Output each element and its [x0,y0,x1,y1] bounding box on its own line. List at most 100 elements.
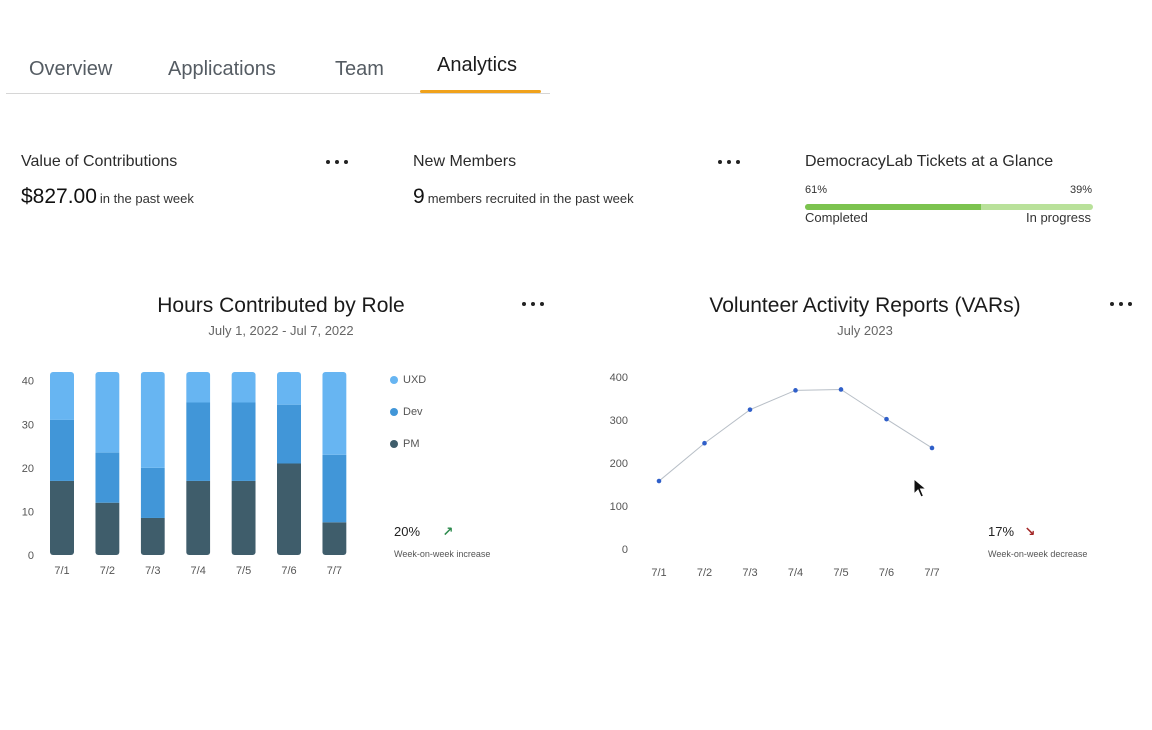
var-stat-value: 17% [988,524,1015,539]
bar-segment-dev [231,402,256,481]
var-data-point [929,445,935,451]
legend-item-uxd: UXD [390,374,426,386]
members-card: New Members 9 members recruited in the pa… [396,128,778,240]
legend-dot-uxd [390,376,398,384]
contributions-value: $827.00 [21,185,97,208]
bar-stack [50,372,74,555]
x-tick-label: 7/3 [145,565,160,577]
members-suffix: members recruited in the past week [427,191,634,206]
tab-team[interactable]: Team [335,58,384,80]
bar-segment-uxd [277,372,301,405]
in-progress-label: In progress [1026,210,1092,225]
x-tick-label: 7/4 [191,565,206,577]
tab-bar: Overview Applications Team Analytics [6,44,550,94]
in-progress-percent: 39% [1070,184,1093,196]
hours-stat-value: 20% [394,524,421,539]
var-data-point [656,478,662,484]
mouse-cursor-icon [913,478,927,498]
contributions-suffix: in the past week [99,191,194,206]
tickets-progress-fill [805,204,981,210]
bar-segment-uxd [231,372,256,403]
hours-stat-note: Week-on-week increase [394,549,491,559]
legend-item-pm: PM [390,438,420,450]
contributions-card: Value of Contributions $827.00 in the pas… [4,128,386,240]
members-value: 9 [413,185,425,208]
bar-segment-dev [277,404,301,464]
x-tick-label: 7/7 [924,567,939,579]
y-tick-label: 30 [22,419,34,431]
tab-analytics[interactable]: Analytics [437,54,518,76]
completed-percent: 61% [805,184,828,196]
contributions-value-row: $827.00 in the past week [21,185,194,209]
hours-stat: 20% ↗ Week-on-week increase [394,523,490,559]
y-tick-label: 0 [622,544,628,556]
trend-up-icon: ↗ [442,524,454,539]
y-tick-label: 300 [610,415,628,427]
y-tick-label: 20 [22,463,34,475]
completed-label: Completed [805,210,868,225]
y-tick-label: 40 [22,376,34,388]
bar-segment-uxd [140,372,165,468]
members-more-icon[interactable] [718,156,740,168]
tickets-title: DemocracyLab Tickets at a Glance [805,153,1054,170]
bar-segment-dev [322,454,347,523]
active-tab-indicator [420,90,541,93]
bar-segment-dev [50,419,74,481]
x-tick-label: 7/7 [327,565,342,577]
var-data-point [884,416,889,422]
var-chart-card: Volunteer Activity Reports (VARs) July 2… [572,276,1148,616]
bar-stack [322,372,347,555]
var-data-point [838,387,844,392]
legend-label-dev: Dev [403,406,423,418]
x-tick-label: 7/6 [879,567,894,579]
legend-dot-pm [390,440,398,448]
bar-segment-dev [95,452,120,503]
legend-item-dev: Dev [390,406,423,418]
hours-chart-subtitle: July 1, 2022 - Jul 7, 2022 [208,323,354,338]
tab-overview[interactable]: Overview [29,58,113,80]
contributions-more-icon[interactable] [326,156,348,168]
bar-segment-pm [140,517,165,555]
bar-stack [277,372,301,555]
bar-segment-dev [140,467,165,518]
x-tick-label: 7/2 [100,565,115,577]
x-tick-label: 7/1 [54,565,69,577]
bar-segment-uxd [95,372,120,453]
tab-applications[interactable]: Applications [168,58,276,80]
x-tick-label: 7/5 [236,565,251,577]
var-stat: 17% ↘ Week-on-week decrease [988,523,1087,559]
var-stat-note: Week-on-week decrease [988,549,1088,559]
members-value-row: 9 members recruited in the past week [413,185,634,209]
trend-down-icon: ↘ [1024,524,1036,539]
y-tick-label: 100 [610,501,628,513]
var-data-point [793,388,798,393]
bar-segment-pm [277,463,301,555]
legend-dot-dev [390,408,398,416]
x-tick-label: 7/2 [697,567,712,579]
y-tick-label: 0 [28,550,34,562]
var-chart-title: Volunteer Activity Reports (VARs) [709,294,1021,317]
bar-segment-pm [322,522,347,555]
var-chart-more-icon[interactable] [1110,298,1132,310]
x-tick-label: 7/4 [788,567,803,579]
x-tick-label: 7/3 [742,567,757,579]
bar-segment-uxd [50,372,74,420]
bar-stack [186,372,211,555]
x-tick-label: 7/5 [833,567,848,579]
hours-chart-title: Hours Contributed by Role [157,294,405,317]
bar-segment-pm [50,480,74,555]
bar-stack [231,372,256,555]
legend-label-uxd: UXD [403,374,427,386]
bar-segment-dev [186,402,211,481]
bar-stack [140,372,165,555]
var-line-chart: 0 100 200 300 400 7/1 7/2 7/3 7/4 7/5 7/6 7/7 [610,372,940,579]
y-tick-label: 200 [610,458,628,470]
hours-chart-more-icon[interactable] [522,298,544,310]
x-tick-label: 7/6 [281,565,296,577]
bar-segment-pm [95,502,120,555]
tickets-progress-bar [805,204,1093,210]
hours-chart-card: Hours Contributed by Role July 1, 2022 -… [4,276,558,616]
tickets-card: DemocracyLab Tickets at a Glance 61% 39%… [788,128,1148,240]
bar-segment-pm [231,480,256,555]
bar-stack [95,372,120,555]
